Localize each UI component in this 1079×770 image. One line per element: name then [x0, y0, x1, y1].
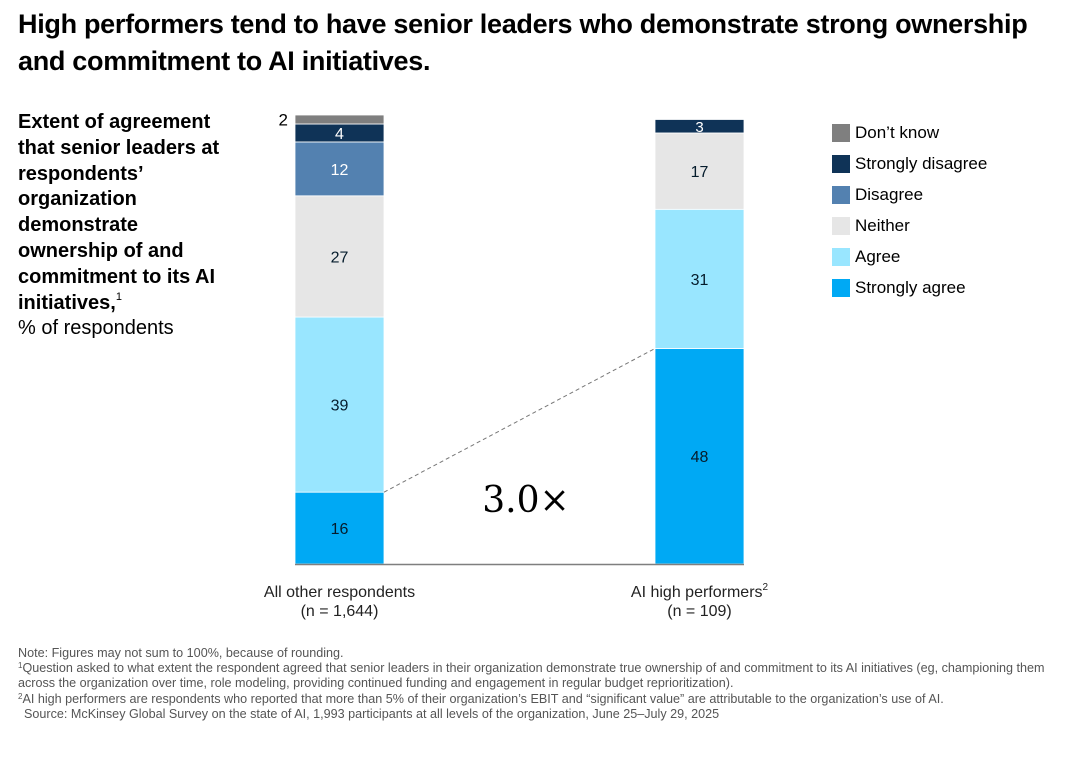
- category-footnote-mark: 2: [763, 582, 769, 593]
- bar-segment-neither: [294, 195, 385, 318]
- category-label: All other respondents: [264, 584, 415, 601]
- legend-swatch: [832, 154, 850, 173]
- data-label-neither: 27: [331, 249, 349, 266]
- data-label-neither: 17: [691, 164, 709, 181]
- chart-subtitle: Extent of agreement that senior leaders …: [18, 110, 243, 342]
- legend-swatch: [832, 247, 850, 266]
- unit-label: % of respondents: [18, 317, 174, 340]
- chart-title: High performers tend to have senior lead…: [18, 9, 1028, 76]
- legend-label: Disagree: [855, 184, 924, 204]
- legend-item-neither: Neither: [832, 210, 987, 241]
- bar-segment-strongly-disagree: [654, 119, 745, 134]
- subtitle-question: Extent of agreement that senior leaders …: [18, 111, 220, 314]
- category-n-label: (n = 1,644): [301, 603, 379, 620]
- bar-segment-agree: [654, 208, 745, 349]
- footnote-2: 2AI high performers are respondents who …: [18, 692, 1073, 707]
- footnote-2-mark: 2: [18, 691, 23, 701]
- data-label-strongly-disagree: 3: [695, 119, 703, 136]
- legend-item-strongly-disagree: Strongly disagree: [832, 148, 987, 179]
- bar-segment-neither: [654, 132, 745, 210]
- category-label: AI high performers2: [631, 582, 769, 601]
- legend-label: Strongly disagree: [855, 153, 988, 173]
- data-label-agree: 39: [331, 398, 349, 415]
- source: Source: McKinsey Global Survey on the st…: [24, 706, 720, 721]
- legend-label: Strongly agree: [855, 277, 966, 297]
- legend-label: Agree: [855, 246, 901, 266]
- data-label-strongly-agree: 48: [691, 449, 709, 466]
- legend-swatch: [832, 216, 850, 235]
- footnote-1: 1Question asked to what extent the respo…: [18, 661, 1073, 691]
- data-label-don-t-know: 2: [279, 110, 288, 129]
- data-label-strongly-agree: 16: [331, 521, 349, 538]
- bar-segment-strongly-agree: [294, 491, 385, 565]
- bar-segment-disagree: [294, 141, 385, 197]
- bar-segment-agree: [294, 316, 385, 493]
- legend: Don’t know Strongly disagree Disagree Neith…: [832, 117, 987, 303]
- annotation-multiplier: 3.0×: [482, 480, 569, 521]
- note-rounding: Note: Figures may not sum to 100%, becau…: [18, 646, 344, 660]
- stacked-bar-chart: 16 39 27 12 4 2 48 31 17 3 All other respondents (n…: [264, 110, 769, 620]
- legend-swatch: [832, 185, 850, 204]
- legend-item-don-t-know: Don’t know: [832, 117, 987, 148]
- data-label-agree: 31: [691, 272, 709, 289]
- legend-item-disagree: Disagree: [832, 179, 987, 210]
- footnote-1-mark: 1: [18, 661, 23, 671]
- notes: Note: Figures may not sum to 100%, becau…: [18, 646, 1073, 722]
- annotation-connector-line: [383, 348, 656, 493]
- legend-label: Don’t know: [855, 122, 940, 142]
- legend-swatch: [832, 123, 850, 142]
- data-label-disagree: 12: [331, 162, 349, 179]
- footnote-1-text: Question asked to what extent the respon…: [18, 661, 1045, 691]
- footnote-mark-1: 1: [115, 290, 122, 303]
- legend-swatch: [832, 278, 850, 297]
- legend-label: Neither: [855, 215, 910, 235]
- legend-item-strongly-agree: Strongly agree: [832, 272, 987, 303]
- bar-segment-strongly-agree: [654, 348, 745, 565]
- bar-segment-don-t-know: [294, 114, 385, 125]
- data-label-strongly-disagree: 4: [335, 126, 344, 143]
- category-n-label: (n = 109): [667, 603, 731, 620]
- footnote-2-text: AI high performers are respondents who r…: [22, 691, 944, 706]
- legend-item-agree: Agree: [832, 241, 987, 272]
